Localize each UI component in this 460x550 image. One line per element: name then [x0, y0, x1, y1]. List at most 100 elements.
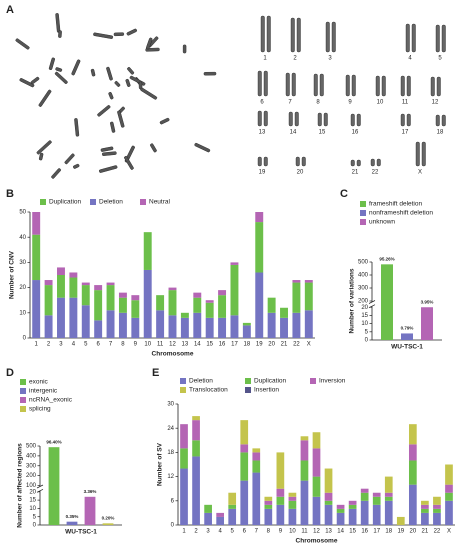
- bar: [401, 333, 413, 340]
- legend-label: nonframeshift deletion: [369, 210, 433, 217]
- bar-segment: [204, 504, 212, 513]
- y-tick-label: 0: [33, 523, 37, 529]
- bar-segment: [218, 317, 227, 338]
- legend-label: unknown: [369, 219, 395, 226]
- value-label: 95.26%: [379, 257, 394, 262]
- bar-segment: [300, 480, 309, 525]
- bar-segment: [267, 297, 276, 313]
- chromosome: [203, 71, 217, 76]
- bar: [421, 307, 433, 340]
- chromosome: [323, 112, 328, 127]
- bar-segment: [81, 285, 90, 306]
- chromosome: [36, 140, 52, 155]
- bar-segment: [288, 500, 297, 509]
- bar-segment: [180, 448, 188, 469]
- chromosome: [290, 17, 295, 53]
- x-axis-title: Chromosome: [152, 351, 194, 358]
- legend-swatch: [40, 199, 46, 205]
- bar-segment: [267, 312, 276, 338]
- bar-segment: [433, 512, 441, 525]
- bar-segment: [433, 504, 441, 509]
- chromosome: [102, 151, 117, 156]
- karyotype-label: 4: [408, 56, 412, 62]
- bar-segment: [324, 504, 333, 525]
- bar-segment: [255, 222, 264, 273]
- value-label: 3.95%: [421, 299, 434, 304]
- y-tick-label: 0: [365, 338, 369, 344]
- chromosome: [345, 74, 350, 97]
- x-tick-label: 13: [182, 342, 189, 348]
- x-tick-label: 12: [169, 342, 176, 348]
- legend-swatch: [180, 378, 186, 384]
- bar-segment: [264, 496, 273, 501]
- legend-label: Duplication: [49, 199, 82, 206]
- bar-segment: [57, 275, 65, 298]
- bar-segment: [192, 440, 200, 457]
- chromosome: [319, 73, 324, 97]
- bar-segment: [408, 460, 417, 485]
- bar-segment: [384, 492, 393, 497]
- karyotype-label: 20: [297, 170, 304, 176]
- bar-segment: [180, 468, 188, 525]
- chromosome: [73, 163, 80, 169]
- x-tick-label: 5: [231, 529, 235, 535]
- legend-swatch: [360, 219, 366, 225]
- x-tick-label: 9: [279, 529, 283, 535]
- bar-segment: [372, 492, 381, 497]
- chromosome: [295, 156, 300, 167]
- value-label: 3.36%: [84, 489, 97, 494]
- chromosome: [74, 118, 80, 137]
- x-tick-label: 3: [59, 342, 63, 348]
- chromosome: [350, 159, 355, 167]
- y-axis-title: Number of affected regions: [17, 443, 24, 528]
- bar-segment: [216, 516, 225, 525]
- legend-swatch: [140, 199, 146, 205]
- legend-swatch: [310, 378, 316, 384]
- bar-segment: [421, 500, 429, 505]
- y-tick-label: 300: [26, 463, 37, 469]
- chromosome: [405, 23, 410, 53]
- x-tick-label: 1: [35, 342, 39, 348]
- chromosome: [106, 66, 113, 81]
- chromosome: [159, 117, 170, 125]
- x-tick-label: 17: [373, 529, 380, 535]
- chromosome: [291, 72, 296, 97]
- legend-label: Deletion: [189, 378, 213, 385]
- bar-segment: [81, 282, 90, 286]
- chromosome: [375, 75, 380, 97]
- bar-segment: [216, 512, 225, 517]
- x-tick-label: 20: [268, 342, 275, 348]
- bar-segment: [228, 492, 237, 505]
- legend-swatch: [180, 387, 186, 393]
- y-tick-label: 10: [361, 321, 368, 327]
- chromosome: [406, 113, 411, 127]
- bar-segment: [360, 500, 369, 525]
- bar-segment: [384, 500, 393, 525]
- bar-segment: [276, 504, 285, 525]
- bar-segment: [180, 317, 189, 338]
- bar-segment: [288, 496, 297, 501]
- x-tick-label: 22: [293, 342, 300, 348]
- bar-segment: [408, 424, 417, 445]
- y-tick-label: 0: [23, 336, 27, 342]
- bar-segment: [94, 320, 103, 338]
- chromosome: [350, 113, 355, 127]
- bar-segment: [230, 315, 239, 338]
- chromosome: [146, 37, 153, 50]
- bar-segment: [143, 232, 152, 270]
- bar-segment: [312, 476, 321, 497]
- x-tick-label: 4: [218, 529, 222, 535]
- bar-segment: [193, 297, 202, 313]
- bar-segment: [240, 452, 249, 481]
- x-tick-label: 19: [397, 529, 404, 535]
- y-tick-label: 24: [167, 426, 174, 432]
- chromosome: [194, 142, 211, 153]
- chromosome: [441, 114, 446, 127]
- y-axis-title: Number of CNV: [9, 250, 16, 299]
- bar-segment: [180, 312, 189, 318]
- bar-segment: [384, 496, 393, 501]
- y-tick-label: 12: [167, 474, 174, 480]
- bar-segment: [193, 292, 202, 298]
- chromosome: [54, 71, 68, 84]
